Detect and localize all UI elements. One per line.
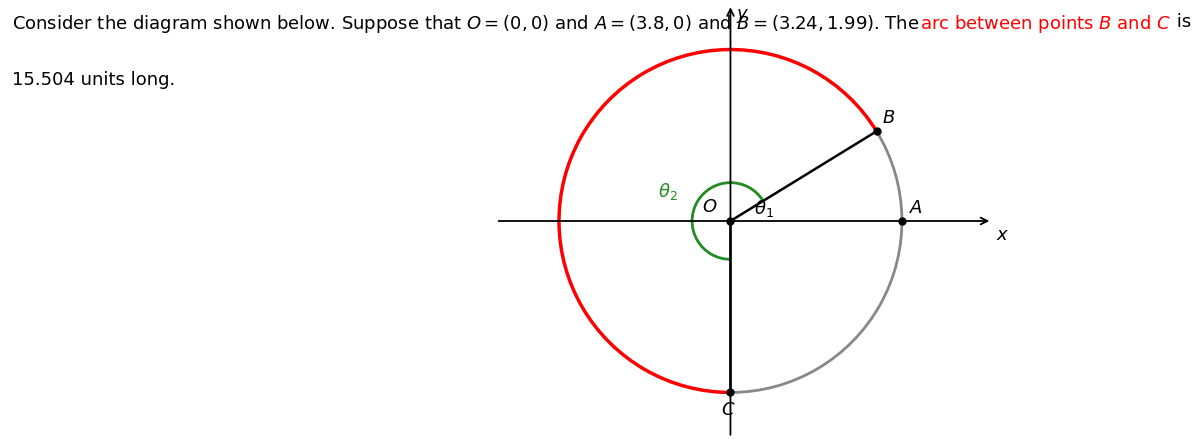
Text: $\theta_1$: $\theta_1$: [755, 198, 774, 219]
Text: is: is: [1171, 13, 1192, 31]
Text: $\theta_2$: $\theta_2$: [658, 181, 677, 202]
Text: $y$: $y$: [737, 7, 750, 25]
Text: $C$: $C$: [721, 401, 736, 419]
Text: $x$: $x$: [996, 226, 1009, 244]
Text: arc between points $B$ and $C$: arc between points $B$ and $C$: [920, 13, 1171, 35]
Text: $A$: $A$: [908, 199, 923, 217]
Text: $O$: $O$: [702, 198, 718, 216]
Text: $B$: $B$: [882, 109, 895, 127]
Text: Consider the diagram shown below. Suppose that $O = (0, 0)$ and $A = (3.8, 0)$ a: Consider the diagram shown below. Suppos…: [12, 13, 920, 35]
Text: 15.504 units long.: 15.504 units long.: [12, 71, 175, 89]
